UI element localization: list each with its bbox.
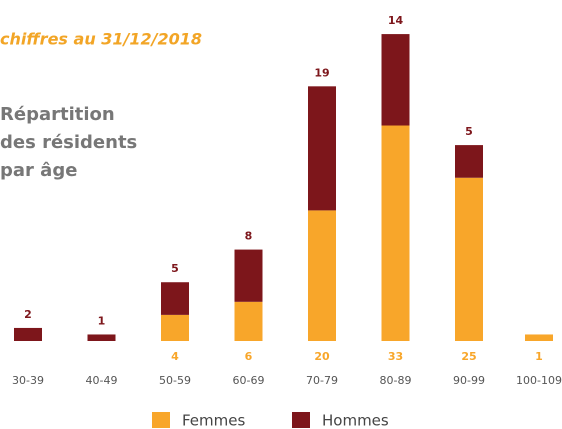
value-label: 33 bbox=[388, 350, 403, 363]
bar-segment bbox=[161, 282, 189, 315]
bar-segment bbox=[308, 210, 336, 341]
chart-title: Répartition bbox=[0, 104, 115, 125]
value-label: 6 bbox=[245, 350, 253, 363]
value-label: 2 bbox=[24, 308, 32, 321]
legend-label: Femmes bbox=[182, 412, 245, 429]
bar-segment bbox=[455, 145, 483, 178]
bar-segment bbox=[234, 249, 263, 302]
bar-segment bbox=[87, 334, 116, 341]
x-tick-label: 90-99 bbox=[453, 374, 485, 387]
bar-segment bbox=[14, 327, 42, 341]
value-label: 20 bbox=[314, 350, 330, 363]
value-label: 8 bbox=[245, 230, 253, 243]
chart-title: par âge bbox=[0, 160, 77, 181]
legend-swatch bbox=[292, 412, 310, 428]
x-tick-label: 80-89 bbox=[380, 374, 412, 387]
value-label: 1 bbox=[98, 314, 106, 327]
x-tick-label: 100-109 bbox=[516, 374, 562, 387]
x-tick-label: 50-59 bbox=[159, 374, 191, 387]
value-label: 25 bbox=[461, 350, 476, 363]
value-label: 1 bbox=[535, 350, 543, 363]
bar-segment bbox=[381, 34, 410, 126]
annotation: chiffres au 31/12/2018 bbox=[0, 30, 202, 49]
bar-segment bbox=[381, 125, 410, 341]
chart-title: des résidents bbox=[0, 132, 137, 153]
bar-segment bbox=[308, 86, 336, 211]
x-tick-label: 30-39 bbox=[12, 374, 44, 387]
value-label: 19 bbox=[314, 66, 329, 79]
bar-segment bbox=[161, 314, 189, 341]
legend-swatch bbox=[152, 412, 170, 428]
x-tick-label: 40-49 bbox=[86, 374, 118, 387]
x-tick-label: 70-79 bbox=[306, 374, 338, 387]
value-label: 14 bbox=[388, 14, 404, 27]
value-label: 5 bbox=[465, 125, 473, 138]
value-label: 4 bbox=[171, 350, 179, 363]
bar-segment bbox=[525, 334, 553, 341]
legend-label: Hommes bbox=[322, 412, 389, 429]
x-tick-label: 60-69 bbox=[233, 374, 265, 387]
value-label: 5 bbox=[171, 262, 179, 275]
bar-segment bbox=[234, 301, 263, 341]
bar-segment bbox=[455, 177, 483, 341]
